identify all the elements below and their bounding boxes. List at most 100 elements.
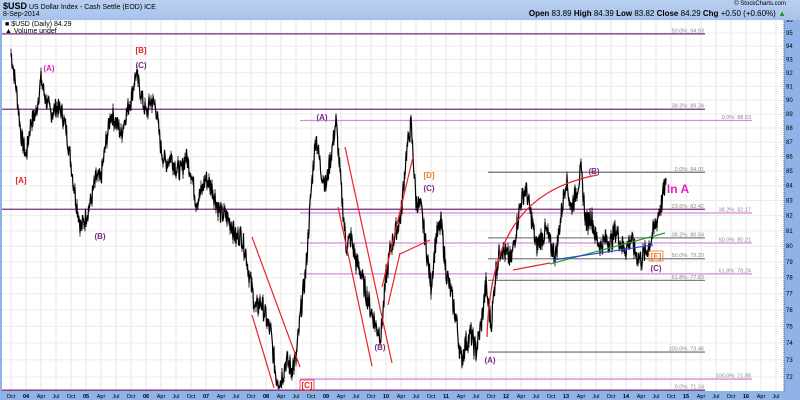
y-axis-panel <box>784 20 800 400</box>
up-arrow-icon: ▲ <box>778 9 786 18</box>
wave-label: [A] <box>15 176 26 185</box>
close-label: Close <box>656 9 679 18</box>
y-tick-label: 86 <box>786 154 793 160</box>
wave-label: (B) <box>588 167 599 176</box>
red-trendline <box>512 262 551 271</box>
legend-volume-label: Volume undef <box>13 28 57 35</box>
x-tick-label: 13 <box>563 394 569 400</box>
y-tick-label: 82 <box>786 214 793 220</box>
x-tick-label: Jul <box>772 394 779 400</box>
open-label: Open <box>528 9 550 18</box>
fib-label: 50.0%: 80.21 <box>719 237 751 243</box>
x-tick-label: Oct <box>127 394 136 400</box>
x-tick-label: Oct <box>67 394 76 400</box>
y-tick-label: 73 <box>786 358 793 364</box>
chg-label: Chg <box>702 9 719 18</box>
x-tick-label: 07 <box>203 394 209 400</box>
x-tick-label: Oct <box>607 394 616 400</box>
wave-label: (A) <box>316 113 327 122</box>
wave-label: (C) <box>135 61 146 70</box>
x-tick-label: Oct <box>727 394 736 400</box>
y-tick-label: 84 <box>786 184 793 190</box>
red-trendline <box>387 252 401 306</box>
x-tick-label: Oct <box>7 394 16 400</box>
x-tick-label: Jul <box>592 394 599 400</box>
green-trendline <box>549 232 666 265</box>
y-tick-label: 74 <box>786 341 793 347</box>
x-tick-label: Jul <box>112 394 119 400</box>
x-tick-label: Apr <box>217 394 226 400</box>
wave-label: (C) <box>423 184 434 193</box>
wave-label-box <box>648 250 664 262</box>
wave-label: (B) <box>94 232 105 241</box>
red-arc <box>486 174 598 338</box>
fib-label: 38.2%: 89.34 <box>672 104 704 110</box>
y-tick-label: 85 <box>786 169 793 175</box>
wave-label: [B] <box>135 46 146 55</box>
y-tick-label: 79 <box>786 260 793 266</box>
y-tick-label: 92 <box>786 71 793 77</box>
x-tick-label: Jul <box>52 394 59 400</box>
y-tick-label: 94 <box>786 44 793 50</box>
chart-title: $USD US Dollar Index - Cash Settle (EOD)… <box>3 1 156 11</box>
symbol: $USD <box>3 1 28 11</box>
x-axis-panel <box>0 391 800 400</box>
red-trendline <box>381 156 414 288</box>
x-tick-label: Oct <box>667 394 676 400</box>
x-tick-label: Apr <box>697 394 706 400</box>
x-tick-label: 06 <box>143 394 149 400</box>
fib-label: 61.8%: 78.24 <box>719 268 751 274</box>
x-tick-label: 16 <box>743 394 749 400</box>
x-tick-label: Apr <box>637 394 646 400</box>
chart-header: $USD US Dollar Index - Cash Settle (EOD)… <box>0 0 800 20</box>
x-tick-label: Apr <box>97 394 106 400</box>
x-tick-label: Apr <box>277 394 286 400</box>
fib-label: 0.0%: 88.53 <box>722 115 751 121</box>
wave-label: [D] <box>423 171 434 180</box>
x-tick-label: Jul <box>352 394 359 400</box>
fib-label: 38.2%: 82.17 <box>719 208 751 214</box>
fib-label: 100.0%: 71.88 <box>716 374 751 380</box>
copyright: © StockCharts.com <box>734 1 786 7</box>
legend-volume: ▲ Volume undef <box>5 28 57 35</box>
y-tick-label: 81 <box>786 229 793 235</box>
fib-label: 100.0%: 73.46 <box>669 347 704 353</box>
legend-series-label: $USD (Daily) 84.29 <box>11 21 72 28</box>
x-tick-label: Oct <box>487 394 496 400</box>
low-label: Low <box>616 9 633 18</box>
open-value: 83.89 <box>551 9 572 18</box>
wave-label: (A) <box>43 64 54 73</box>
x-tick-label: Jul <box>172 394 179 400</box>
x-tick-label: Apr <box>397 394 406 400</box>
y-tick-label: 72 <box>786 375 793 381</box>
blue-trendline <box>552 244 654 261</box>
x-tick-label: Oct <box>307 394 316 400</box>
chg-value: +0.50 (+0.60%) <box>720 9 776 18</box>
y-tick-label: 95 <box>786 31 793 37</box>
chart-date: 8-Sep-2014 <box>3 11 40 18</box>
y-tick-label: 96 <box>786 18 793 24</box>
x-tick-label: 08 <box>263 394 269 400</box>
x-tick-label: Apr <box>757 394 766 400</box>
fib-label: 0.0%: 84.91 <box>675 167 704 173</box>
x-tick-label: 14 <box>623 394 630 400</box>
x-tick-label: 11 <box>443 394 449 400</box>
x-tick-label: Jul <box>652 394 659 400</box>
wave-label-box <box>299 379 315 391</box>
fib-label: 61.8%: 77.83 <box>672 275 704 281</box>
wave-label: [E] <box>651 252 662 261</box>
x-tick-label: 10 <box>383 394 389 400</box>
x-tick-label: Jul <box>712 394 719 400</box>
x-tick-label: 05 <box>83 394 89 400</box>
x-tick-label: Apr <box>37 394 46 400</box>
wave-label: (C) <box>650 264 661 273</box>
x-tick-label: Oct <box>187 394 196 400</box>
ohlc-readout: Open 83.89 High 84.39 Low 83.82 Close 84… <box>529 9 786 18</box>
wave-label: In A <box>667 182 690 196</box>
y-tick-label: 87 <box>786 140 793 146</box>
wave-label: (A) <box>484 356 495 365</box>
instrument-name: US Dollar Index - Cash Settle (EOD) ICE <box>28 4 156 11</box>
x-tick-label: Apr <box>337 394 346 400</box>
fib-label: 23.6%: 82.42 <box>672 204 704 210</box>
x-tick-label: 12 <box>503 394 509 400</box>
